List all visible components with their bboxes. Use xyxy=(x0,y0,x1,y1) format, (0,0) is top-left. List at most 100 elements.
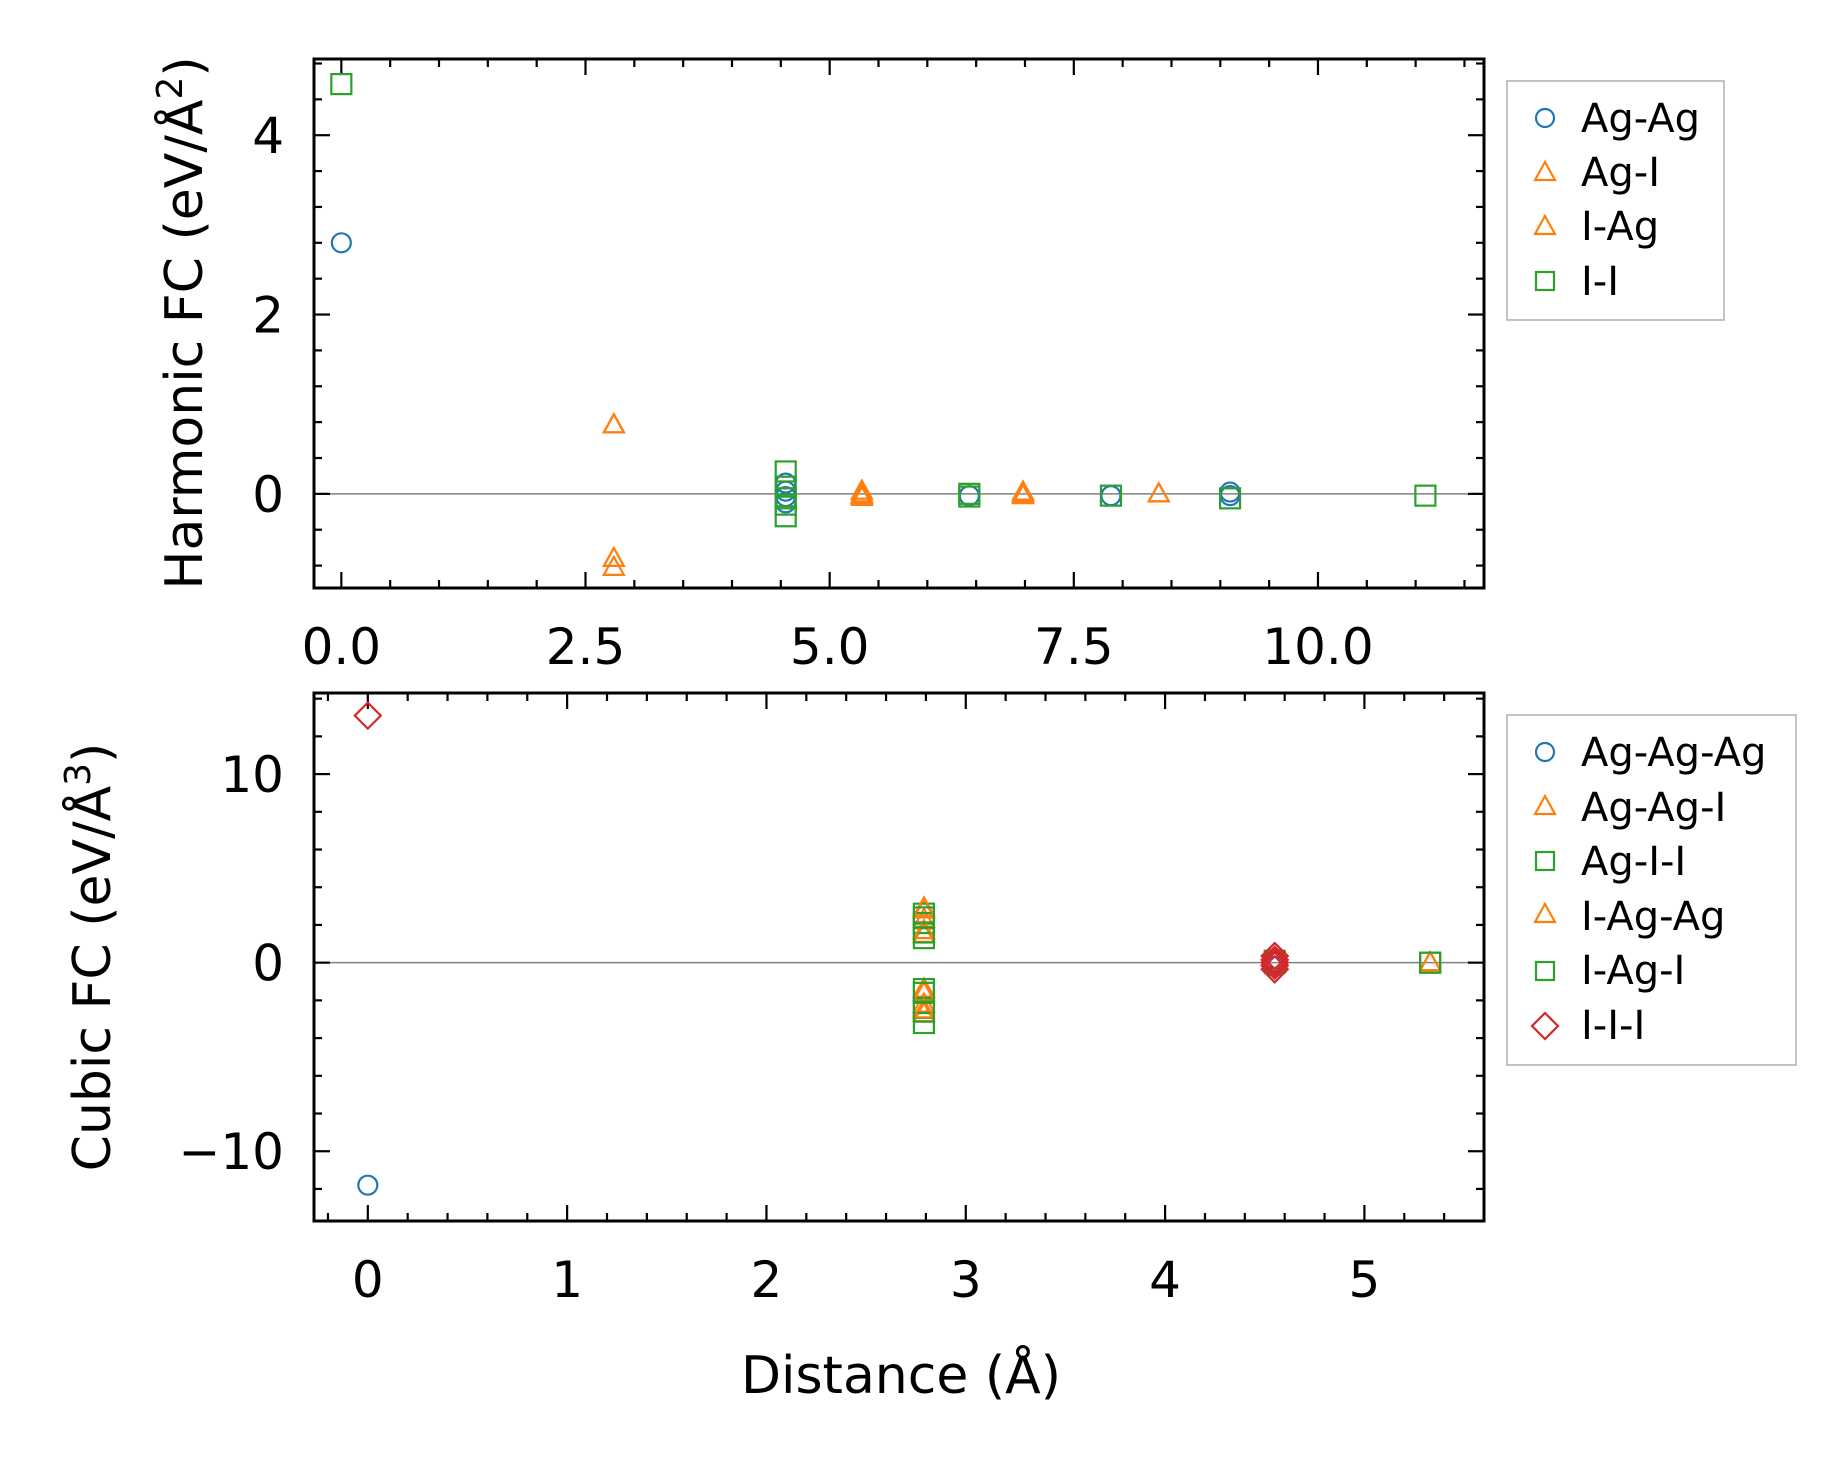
cubic-y-tick-labels: −10 0 10 xyxy=(178,746,284,1181)
y-tick-label: 0 xyxy=(252,466,284,524)
x-tick-label: 3 xyxy=(950,1251,982,1309)
data-point-ag-i xyxy=(1146,481,1171,503)
data-point-i-ag-ag xyxy=(912,917,936,940)
legend-entry-ag-ag-i: Ag-Ag-I xyxy=(1533,785,1726,831)
legend-entry-i-ag-ag: I-Ag-Ag xyxy=(1533,894,1725,940)
legend-label: I-Ag-I xyxy=(1581,948,1685,994)
cubic-ticks xyxy=(314,693,1486,1221)
data-point-i-ag-i xyxy=(912,921,936,944)
triangle-marker-icon xyxy=(1533,213,1557,236)
data-point-i-i xyxy=(1099,484,1123,507)
data-point-ag-ag-i xyxy=(912,976,936,998)
data-point-i-ag-i xyxy=(1419,951,1442,974)
data-point-i-i xyxy=(774,493,797,516)
data-point-i-ag-ag xyxy=(912,997,936,1019)
x-tick-label: 0.0 xyxy=(302,618,382,676)
legend-label: I-Ag-Ag xyxy=(1581,894,1725,940)
legend-entry-ag-i-i: Ag-I-I xyxy=(1534,839,1686,885)
data-point-i-ag xyxy=(850,484,874,507)
data-point-i-i xyxy=(330,73,353,96)
data-point-ag-i-i xyxy=(912,1011,936,1035)
legend-label: Ag-Ag-I xyxy=(1581,785,1726,831)
harmonic-y-tick-labels: 0 2 4 xyxy=(252,107,284,524)
legend-label: Ag-I-I xyxy=(1581,839,1686,885)
cubic-y-axis-label: Cubic FC (eV/Å3) xyxy=(58,743,123,1172)
legend-entry-ag-ag: Ag-Ag xyxy=(1534,96,1700,142)
data-point-i-i xyxy=(958,485,981,508)
ylabel-exponent: 2 xyxy=(150,77,191,100)
x-tick-label: 5 xyxy=(1349,1251,1381,1309)
data-point-i-i xyxy=(1218,487,1242,510)
ylabel-tail: ) xyxy=(155,56,215,76)
legend-entry-ag-ag-ag: Ag-Ag-Ag xyxy=(1534,730,1766,776)
data-point-ag-ag-ag xyxy=(357,1174,379,1196)
data-point-i-ag-i xyxy=(912,1000,936,1023)
legend-entry-ag-i: Ag-I xyxy=(1533,150,1660,196)
cubic-points xyxy=(353,701,1443,1196)
cubic-x-axis-label: Distance (Å) xyxy=(741,1344,1061,1406)
square-marker-icon xyxy=(1534,270,1556,292)
data-point-ag-i xyxy=(850,478,874,500)
legend-label: I-I-I xyxy=(1581,1003,1645,1049)
x-tick-label: 1 xyxy=(551,1251,583,1309)
y-tick-label: 2 xyxy=(252,287,284,345)
triangle-marker-icon xyxy=(1533,793,1557,816)
harmonic-axes-frame xyxy=(312,57,1486,590)
ylabel-main: Harmonic FC (eV/Å xyxy=(153,99,215,590)
x-tick-label: 0 xyxy=(352,1251,384,1309)
data-point-i-ag xyxy=(1011,481,1035,503)
y-tick-label: 0 xyxy=(252,935,284,993)
legend-label: Ag-Ag xyxy=(1581,96,1700,142)
y-tick-label: 10 xyxy=(220,746,284,804)
cubic-axes-frame xyxy=(312,691,1486,1223)
data-point-i-i xyxy=(774,475,797,498)
legend-label: I-I xyxy=(1581,259,1619,305)
data-point-i-ag xyxy=(1146,481,1171,503)
data-point-i-ag-ag xyxy=(1418,949,1443,972)
data-point-i-i-i xyxy=(1260,954,1290,984)
data-point-i-i xyxy=(774,460,797,483)
ylabel-exponent: 3 xyxy=(58,763,99,786)
data-point-ag-ag xyxy=(330,232,352,254)
data-point-ag-ag xyxy=(1100,485,1122,507)
x-tick-label: 2.5 xyxy=(546,618,626,676)
circle-marker-icon xyxy=(1534,741,1556,763)
data-point-i-ag-i xyxy=(912,906,936,929)
triangle-marker-icon xyxy=(1533,901,1557,924)
legend-label: Ag-I xyxy=(1581,150,1660,196)
data-point-i-i-i xyxy=(1260,948,1290,978)
data-point-i-i-i xyxy=(1260,945,1290,975)
data-point-i-ag xyxy=(601,554,626,576)
data-point-i-ag xyxy=(601,412,626,434)
ylabel-main: Cubic FC (eV/Å xyxy=(61,785,123,1171)
data-point-ag-i xyxy=(601,545,626,568)
legend-entry-i-ag-i: I-Ag-I xyxy=(1534,948,1685,994)
data-point-i-i xyxy=(1414,484,1437,507)
x-tick-label: 10.0 xyxy=(1262,618,1373,676)
data-point-i-ag xyxy=(850,481,874,503)
circle-marker-icon xyxy=(1534,107,1556,129)
harmonic-points xyxy=(330,73,1437,576)
harmonic-y-axis-label: Harmonic FC (eV/Å2) xyxy=(150,56,215,589)
harmonic-panel: 0.0 2.5 5.0 7.5 10.0 0 2 4 Harmonic FC (… xyxy=(150,56,1725,676)
data-point-i-i xyxy=(774,505,797,528)
harmonic-x-tick-labels: 0.0 2.5 5.0 7.5 10.0 xyxy=(302,618,1374,676)
triangle-marker-icon xyxy=(1533,159,1557,182)
harmonic-legend: Ag-Ag Ag-I I-Ag I-I xyxy=(1506,80,1725,321)
legend-entry-i-i: I-I xyxy=(1534,259,1619,305)
data-point-i-ag-i xyxy=(912,981,936,1004)
ylabel-tail: ) xyxy=(63,743,123,763)
legend-label: I-Ag xyxy=(1581,204,1659,250)
square-marker-icon xyxy=(1534,850,1556,872)
harmonic-ticks xyxy=(314,59,1484,588)
data-point-ag-ag xyxy=(958,485,980,507)
y-tick-label: −10 xyxy=(178,1123,284,1181)
cubic-panel: 0 1 2 3 4 5 −10 0 10 Cubic FC (eV/Å3) Di… xyxy=(58,691,1797,1406)
legend-entry-i-i-i: I-I-I xyxy=(1530,1003,1645,1049)
data-point-ag-ag-i xyxy=(1418,949,1443,972)
x-tick-label: 5.0 xyxy=(790,618,870,676)
cubic-legend: Ag-Ag-Ag Ag-Ag-I Ag-I-I I-Ag-Ag I-Ag-I I… xyxy=(1506,714,1797,1066)
data-point-i-i-i xyxy=(353,701,383,731)
legend-label: Ag-Ag-Ag xyxy=(1581,730,1766,776)
